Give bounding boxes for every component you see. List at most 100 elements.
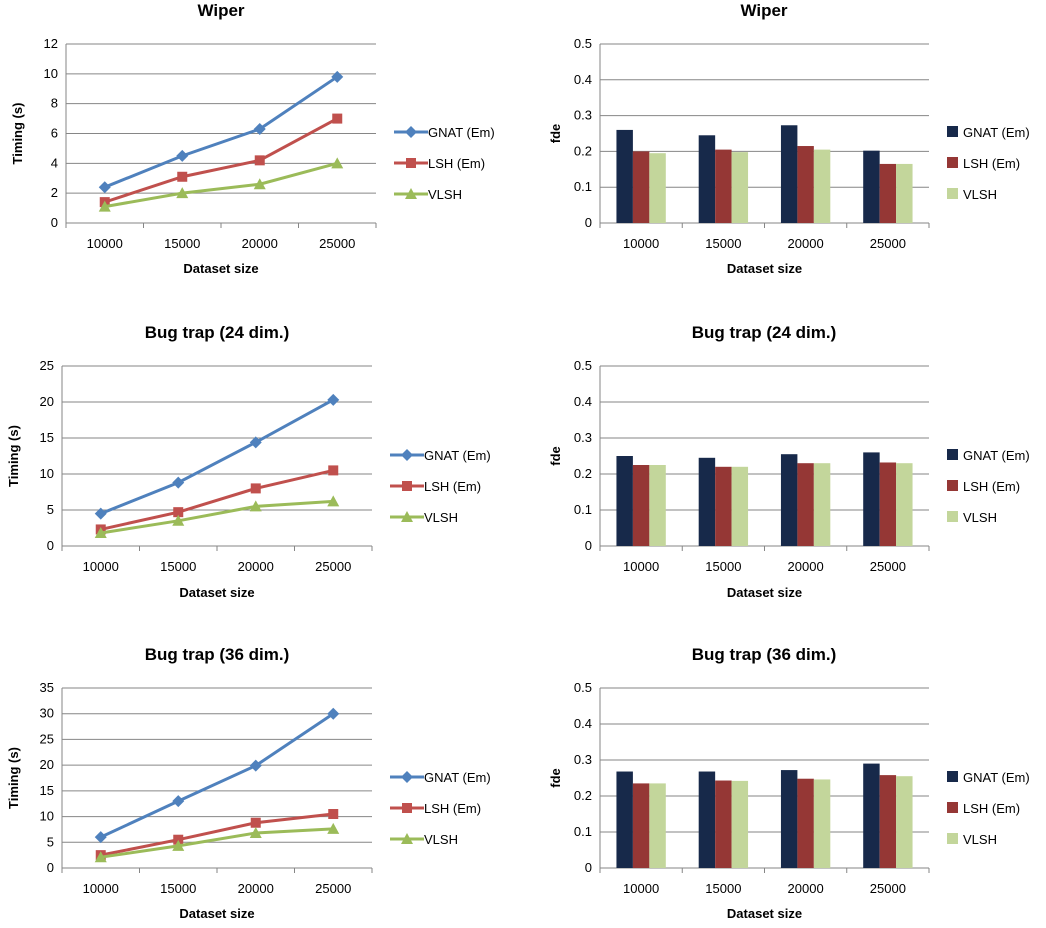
- x-tick-label: 25000: [870, 559, 906, 574]
- bar: [649, 465, 666, 546]
- y-tick-label: 10: [40, 466, 54, 481]
- y-tick-label: 12: [44, 36, 58, 51]
- bar: [731, 152, 749, 223]
- x-tick-label: 20000: [238, 559, 274, 574]
- series-line-gnat-em: [100, 398, 334, 515]
- data-point: [176, 187, 189, 199]
- legend-swatch: [947, 480, 958, 491]
- y-tick-label: 0: [585, 860, 592, 875]
- data-point: [254, 155, 265, 166]
- legend-label: LSH (Em): [428, 156, 485, 171]
- y-axis-label: fde: [548, 124, 563, 144]
- data-point: [332, 113, 343, 124]
- y-tick-label: 10: [44, 66, 58, 81]
- y-tick-label: 0.1: [574, 824, 592, 839]
- y-tick-label: 0.3: [574, 752, 592, 767]
- legend-marker: [401, 511, 413, 522]
- y-tick-label: 0.1: [574, 179, 592, 194]
- legend-marker: [402, 803, 412, 813]
- bar: [813, 779, 831, 868]
- legend-marker: [405, 188, 417, 199]
- series-line-gnat-em: [104, 75, 339, 189]
- data-point: [94, 851, 107, 863]
- y-tick-label: 0.3: [574, 108, 592, 123]
- x-tick-label: 15000: [705, 881, 741, 896]
- data-point: [331, 157, 344, 169]
- y-tick-label: 0.4: [574, 716, 592, 731]
- x-tick-label: 10000: [623, 881, 659, 896]
- bar: [879, 775, 897, 868]
- bar: [616, 771, 633, 868]
- bar: [797, 463, 814, 546]
- chart-4: Bug trap (24 dim.) 0 0.1 0.2 0.3 0.4 0.5 10000 1…: [548, 323, 1030, 600]
- bar: [863, 452, 880, 546]
- data-point: [172, 514, 185, 526]
- bar: [896, 163, 913, 223]
- x-tick-label: 10000: [83, 559, 119, 574]
- legend-label: LSH (Em): [963, 156, 1020, 171]
- legend-label: VLSH: [963, 187, 997, 202]
- data-point: [250, 483, 261, 494]
- data-point: [98, 200, 111, 212]
- data-point: [173, 507, 184, 518]
- y-tick-label: 0.5: [574, 36, 592, 51]
- legend-marker: [405, 126, 417, 138]
- y-tick-label: 0.4: [574, 72, 592, 87]
- y-axis-label: Timing (s): [6, 425, 21, 487]
- x-tick-label: 20000: [242, 236, 278, 251]
- legend-swatch: [947, 188, 958, 199]
- legend-label: GNAT (Em): [963, 448, 1030, 463]
- data-point: [331, 70, 344, 83]
- y-tick-label: 20: [40, 757, 54, 772]
- bar: [863, 763, 880, 868]
- legend-label: LSH (Em): [963, 479, 1020, 494]
- x-tick-label: 20000: [238, 881, 274, 896]
- chart-6: Bug trap (36 dim.) 0 0.1 0.2 0.3 0.4 0.5 10000 1…: [548, 645, 1030, 921]
- y-tick-label: 2: [51, 185, 58, 200]
- bar: [632, 783, 650, 868]
- bar: [813, 463, 831, 546]
- x-axis-label: Dataset size: [727, 585, 802, 600]
- chart-3: Bug trap (24 dim.) 0 5 10 15 20 25 10000 15000 20…: [6, 323, 491, 600]
- y-tick-label: 0: [47, 860, 54, 875]
- x-tick-label: 10000: [623, 559, 659, 574]
- data-point: [328, 465, 339, 476]
- legend-marker: [401, 449, 413, 461]
- legend-swatch: [947, 771, 958, 782]
- legend-label: GNAT (Em): [424, 770, 491, 785]
- x-tick-label: 10000: [623, 236, 659, 251]
- data-point: [327, 822, 340, 834]
- y-tick-label: 0.4: [574, 394, 592, 409]
- chart-title: Bug trap (36 dim.): [692, 645, 837, 664]
- legend-marker: [401, 833, 413, 844]
- y-axis-label: fde: [548, 446, 563, 466]
- y-tick-label: 35: [40, 680, 54, 695]
- chart-title: Bug trap (24 dim.): [692, 323, 837, 342]
- bar: [863, 150, 880, 223]
- y-tick-label: 4: [51, 155, 58, 170]
- x-axis-label: Dataset size: [727, 906, 802, 921]
- legend-label: VLSH: [963, 510, 997, 525]
- bar: [731, 780, 749, 868]
- y-tick-label: 0: [585, 215, 592, 230]
- y-tick-label: 0.5: [574, 680, 592, 695]
- data-point: [177, 171, 188, 182]
- data-point: [98, 181, 111, 194]
- data-point: [328, 809, 339, 819]
- y-tick-label: 0.5: [574, 358, 592, 373]
- y-tick-label: 15: [40, 430, 54, 445]
- legend-label: VLSH: [424, 832, 458, 847]
- series-line-vlsh: [100, 499, 334, 535]
- data-point: [172, 839, 185, 851]
- data-point: [250, 817, 261, 828]
- bar: [797, 778, 814, 868]
- bar: [879, 462, 897, 546]
- chart-title: Bug trap (24 dim.): [145, 323, 290, 342]
- data-point: [249, 759, 262, 772]
- y-tick-label: 10: [40, 809, 54, 824]
- data-point: [249, 500, 262, 512]
- y-tick-label: 0.1: [574, 502, 592, 517]
- bar: [879, 163, 897, 223]
- y-tick-label: 25: [40, 358, 54, 373]
- y-axis-label: Timing (s): [10, 103, 25, 165]
